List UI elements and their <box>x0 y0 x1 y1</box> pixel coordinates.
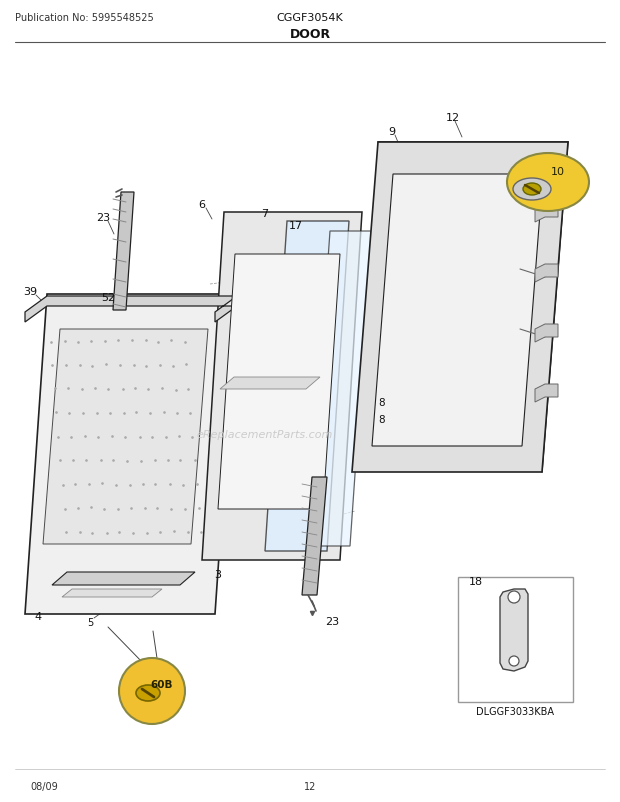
Text: 8: 8 <box>379 415 385 424</box>
Text: 3: 3 <box>215 569 221 579</box>
Text: 5: 5 <box>87 618 93 627</box>
Polygon shape <box>535 384 558 403</box>
Text: Publication No: 5995548525: Publication No: 5995548525 <box>15 13 154 23</box>
Circle shape <box>509 656 519 666</box>
Polygon shape <box>25 294 237 614</box>
Polygon shape <box>62 589 162 597</box>
Text: 7: 7 <box>262 209 268 219</box>
Text: 10: 10 <box>551 167 565 176</box>
Ellipse shape <box>507 154 589 212</box>
Polygon shape <box>220 378 320 390</box>
Text: 9: 9 <box>389 127 396 137</box>
Text: 12: 12 <box>304 781 316 791</box>
Polygon shape <box>113 192 134 310</box>
Polygon shape <box>372 175 543 447</box>
Text: DOOR: DOOR <box>290 28 330 42</box>
Text: CGGF3054K: CGGF3054K <box>277 13 343 23</box>
Text: 52: 52 <box>101 293 115 302</box>
Polygon shape <box>25 297 237 322</box>
Text: 8: 8 <box>379 398 385 407</box>
Text: 4: 4 <box>35 611 42 622</box>
Text: 23: 23 <box>96 213 110 223</box>
Text: 23: 23 <box>325 616 339 626</box>
Polygon shape <box>535 325 558 342</box>
Text: 12: 12 <box>446 113 460 123</box>
Circle shape <box>119 658 185 724</box>
Ellipse shape <box>513 179 551 200</box>
Polygon shape <box>352 143 568 472</box>
Polygon shape <box>43 330 208 545</box>
Text: 60B: 60B <box>151 679 173 689</box>
Text: 08/09: 08/09 <box>30 781 58 791</box>
Text: 6: 6 <box>198 200 205 210</box>
Polygon shape <box>218 255 340 509</box>
Circle shape <box>508 591 520 603</box>
Polygon shape <box>535 265 558 282</box>
Ellipse shape <box>523 184 541 196</box>
Ellipse shape <box>136 685 160 701</box>
Polygon shape <box>265 221 349 551</box>
Polygon shape <box>500 589 528 671</box>
Polygon shape <box>202 213 362 561</box>
Polygon shape <box>535 205 558 223</box>
Text: eReplacementParts.com: eReplacementParts.com <box>197 429 333 439</box>
Text: 18: 18 <box>469 577 483 586</box>
Polygon shape <box>308 232 372 546</box>
Polygon shape <box>52 573 195 585</box>
Text: 17: 17 <box>289 221 303 231</box>
Text: DLGGF3033KBA: DLGGF3033KBA <box>476 706 554 716</box>
Text: 39: 39 <box>23 286 37 297</box>
Polygon shape <box>302 477 327 595</box>
